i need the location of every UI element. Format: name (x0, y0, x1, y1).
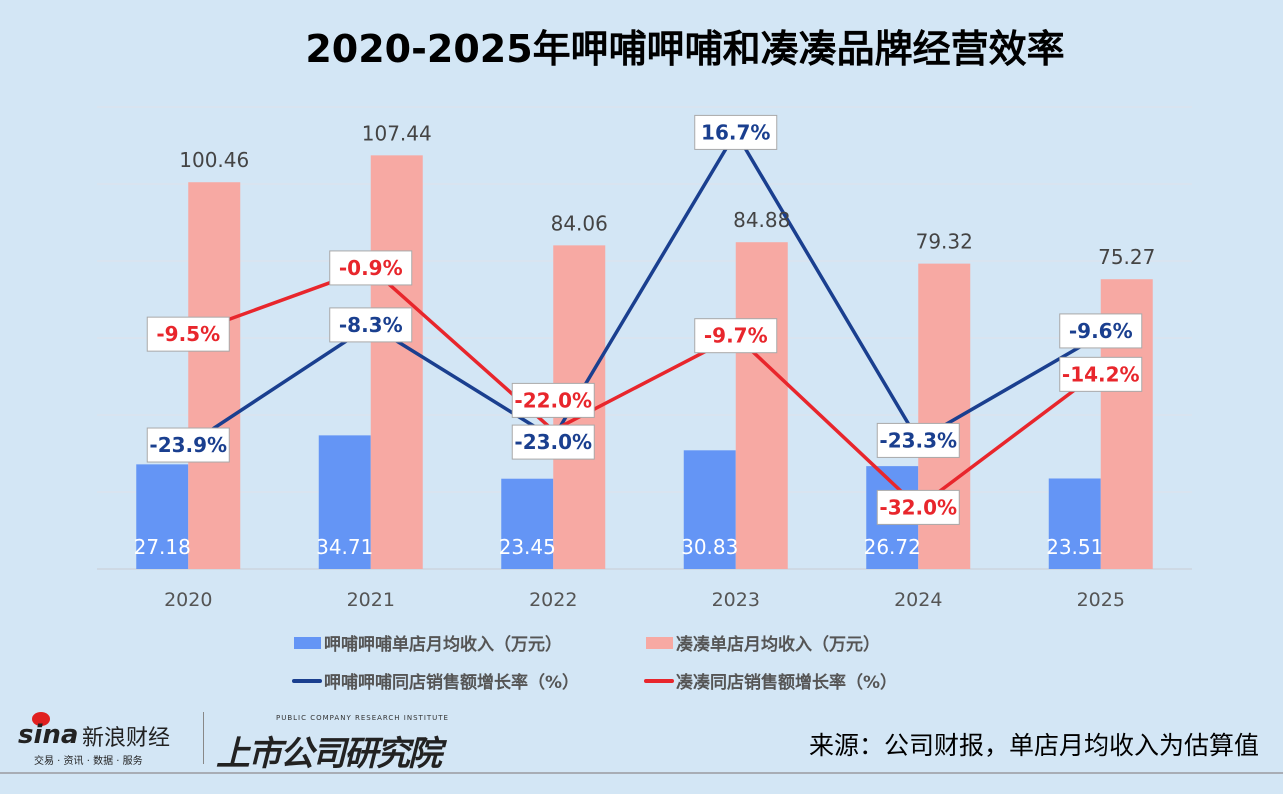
data-label-box (876, 422, 960, 458)
bar-value-label: 75.27 (1098, 245, 1155, 269)
source-note: 来源：公司财报，单店月均收入为估算值 (808, 731, 1259, 760)
legend-swatch (646, 636, 673, 649)
institute-cn: 上市公司研究院 (216, 734, 442, 774)
data-label-box (694, 318, 778, 354)
bar-value-label: 27.18 (134, 535, 191, 559)
legend-label: 凑凑同店销售额增长率（%） (676, 673, 898, 693)
bar-xiabu-revenue (136, 464, 189, 569)
data-label-box (511, 382, 595, 418)
bar-xiabu-revenue (1048, 478, 1101, 569)
x-tick-label: 2025 (1077, 589, 1125, 611)
chart-title: 2020-2025年呷哺呷哺和凑凑品牌经营效率 (305, 27, 1065, 71)
chart: 27.18 34.71 23.45 30.83 26.72 23.51 100.46 107.… (97, 106, 1192, 611)
xiabu-growth-label: -8.3% (339, 313, 403, 337)
data-label-box (1059, 313, 1143, 349)
bar-value-label: 100.46 (179, 148, 249, 172)
data-label-box (694, 114, 778, 150)
xiabu-growth-label: -9.6% (1069, 319, 1133, 343)
bar-xiabu-revenue (501, 478, 554, 569)
bar-value-label: 84.06 (551, 211, 608, 235)
coucou-growth-label: -9.5% (156, 322, 220, 346)
xiabu-growth-label: 16.7% (701, 120, 770, 144)
coucou-growth-label: -14.2% (1062, 362, 1140, 386)
legend-label: 呷哺呷哺同店销售额增长率（%） (324, 673, 580, 693)
sina-brand-cn: 新浪财经 (82, 726, 171, 751)
legend-swatch (644, 678, 674, 683)
data-label-box (146, 316, 230, 352)
coucou-growth-label: -22.0% (514, 388, 592, 412)
bar-value-label: 107.44 (362, 121, 432, 145)
bar-value-label: 79.32 (916, 230, 973, 254)
data-label-box (329, 307, 413, 343)
x-tick-label: 2021 (347, 589, 395, 611)
sina-eye-icon (32, 712, 50, 726)
x-tick-label: 2020 (164, 589, 212, 611)
bar-coucou-revenue (188, 182, 241, 569)
bar-value-label: 34.71 (316, 535, 373, 559)
footer-divider (0, 772, 1283, 774)
bar-value-label: 84.88 (733, 208, 790, 232)
legend-swatch (294, 636, 321, 649)
xiabu-growth-label: -23.9% (149, 433, 227, 457)
sina-brand: sina (18, 720, 79, 750)
institute-logo: PUBLIC COMPANY RESEARCH INSTITUTE 上市公司研究… (216, 712, 456, 774)
sina-tagline: 交易 · 资讯 · 数据 · 服务 (34, 756, 143, 767)
legend-item-xiabu-revenue: 呷哺呷哺单店月均收入（万元） (294, 630, 562, 655)
coucou-growth-label: -0.9% (339, 256, 403, 280)
x-tick-label: 2022 (529, 589, 577, 611)
bar-xiabu-revenue (683, 450, 736, 569)
data-label-box (511, 424, 595, 460)
bar-coucou-revenue (735, 242, 788, 569)
x-tick-label: 2024 (894, 589, 942, 611)
bar-xiabu-revenue (318, 435, 371, 569)
legend-item-xiabu-growth: 呷哺呷哺同店销售额增长率（%） (292, 668, 579, 693)
x-tick-label: 2023 (712, 589, 760, 611)
data-label-box (1059, 356, 1143, 392)
legend-label: 呷哺呷哺单店月均收入（万元） (324, 635, 562, 655)
xiabu-growth-label: -23.3% (879, 428, 957, 452)
bar-value-label: 30.83 (681, 535, 738, 559)
coucou-growth-label: -9.7% (704, 324, 768, 348)
data-label-box (329, 250, 413, 286)
xiabu-growth-label: -23.0% (514, 430, 592, 454)
legend-item-coucou-revenue: 凑凑单店月均收入（万元） (646, 630, 880, 655)
line-xiabu-growth (187, 130, 1102, 447)
bar-value-label: 26.72 (864, 535, 921, 559)
coucou-growth-label: -32.0% (879, 495, 957, 519)
data-label-box (146, 427, 230, 463)
legend-item-coucou-growth: 凑凑同店销售额增长率（%） (644, 668, 897, 693)
bar-value-label: 23.51 (1046, 535, 1103, 559)
data-label-box (876, 489, 960, 525)
bar-value-label: 23.45 (499, 535, 556, 559)
logo-divider (203, 712, 204, 764)
bar-coucou-revenue (370, 155, 423, 569)
sina-finance-logo: sina 新浪财经 交易 · 资讯 · 数据 · 服务 (18, 712, 188, 767)
legend-swatch (292, 678, 322, 683)
legend-label: 凑凑单店月均收入（万元） (676, 635, 880, 655)
institute-en: PUBLIC COMPANY RESEARCH INSTITUTE (276, 714, 449, 722)
